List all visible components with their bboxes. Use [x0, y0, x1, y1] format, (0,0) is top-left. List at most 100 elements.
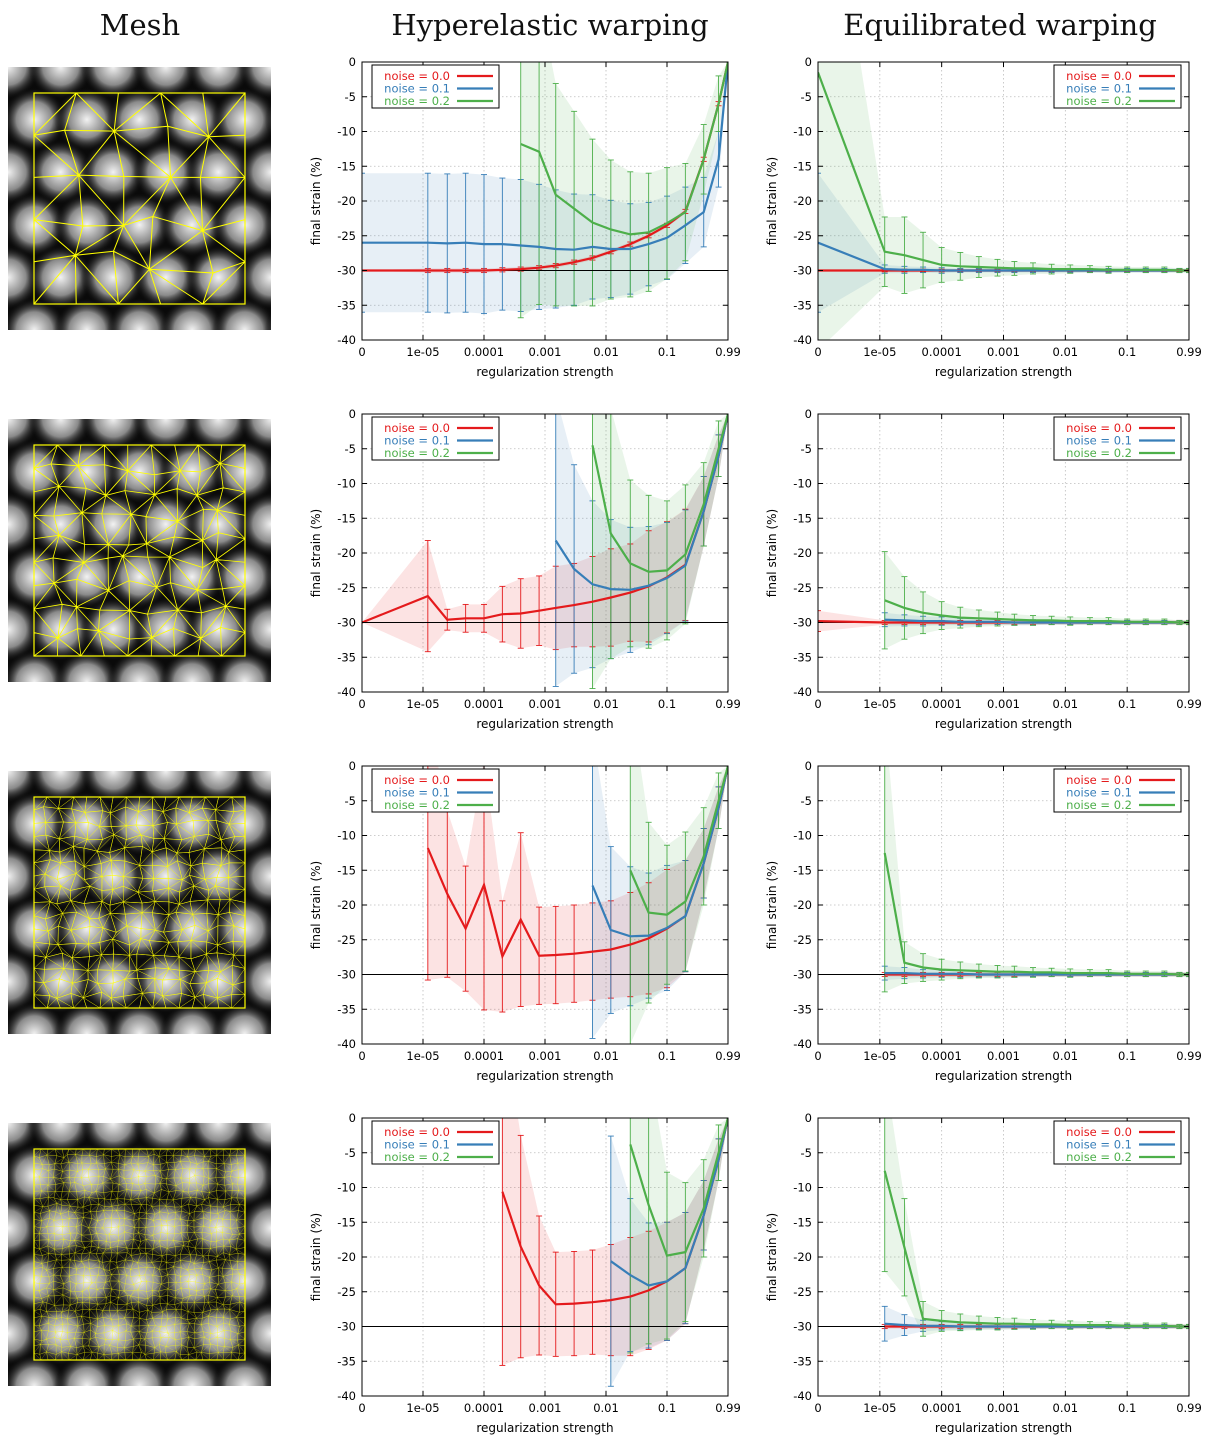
plot-area: [362, 766, 728, 1044]
x-tick-label: 0.001: [529, 1049, 562, 1063]
intensity-blob: [238, 67, 271, 100]
legend-label: noise = 0.0: [384, 69, 450, 83]
y-tick-label: 0: [805, 407, 812, 421]
x-axis-label: regularization strength: [935, 1421, 1072, 1435]
intensity-blob: [185, 948, 252, 1015]
y-tick-label: -30: [793, 616, 812, 630]
mesh-image: [8, 771, 271, 1034]
x-tick-label: 1e-05: [406, 697, 439, 711]
series-line-2: [629, 1118, 728, 1257]
intensity-blob: [238, 491, 271, 557]
series-line-2: [884, 599, 1189, 624]
plot-area: [818, 766, 1189, 993]
y-tick-label: -30: [793, 264, 812, 278]
intensity-blob: [106, 790, 173, 857]
x-axis-label: regularization strength: [935, 717, 1072, 731]
y-tick-label: -25: [337, 933, 356, 947]
y-tick-label: -5: [801, 1146, 812, 1160]
intensity-blob: [27, 244, 94, 311]
intensity-blob: [159, 1142, 225, 1209]
y-tick-label: -10: [793, 477, 812, 491]
intensity-blob: [238, 419, 271, 452]
y-tick-label: -30: [793, 968, 812, 982]
x-tick-label: 0.001: [987, 697, 1020, 711]
x-tick-label: 0.01: [593, 345, 619, 359]
x-tick-label: 0.0001: [922, 697, 962, 711]
y-tick-label: 0: [805, 759, 812, 773]
intensity-blob: [27, 139, 94, 205]
legend-label: noise = 0.2: [384, 446, 450, 460]
intensity-blob: [264, 909, 271, 949]
intensity-blob: [133, 596, 199, 663]
x-tick-label: 0.1: [1118, 697, 1136, 711]
intensity-blob: [238, 1123, 271, 1156]
column-title-equilibrated: Equilibrated warping: [843, 8, 1157, 42]
mesh-wireframe: [33, 796, 246, 1009]
intensity-blob: [238, 139, 271, 205]
x-axis-label: regularization strength: [476, 1421, 613, 1435]
x-tick-label: 0: [358, 697, 365, 711]
intensity-blob: [238, 1195, 271, 1261]
intensity-blob: [264, 1156, 271, 1195]
intensity-blob: [80, 139, 146, 205]
intensity-blob: [80, 843, 146, 909]
y-tick-label: -10: [337, 477, 356, 491]
x-tick-label: 0.1: [1118, 1401, 1136, 1415]
intensity-blob: [238, 948, 271, 1015]
plot-area: [362, 1118, 728, 1387]
x-tick-label: 0.1: [658, 345, 676, 359]
intensity-blob: [159, 544, 225, 610]
intensity-blob: [212, 1248, 271, 1314]
mesh-boundary: [33, 92, 246, 305]
intensity-blob: [8, 790, 67, 857]
y-tick-label: -10: [793, 829, 812, 843]
legend-label: noise = 0.1: [384, 82, 450, 96]
y-tick-label: 0: [805, 1111, 812, 1125]
x-tick-label: 0.0001: [464, 1401, 504, 1415]
y-tick-label: -40: [337, 1389, 356, 1403]
intensity-blob: [264, 1014, 271, 1034]
y-tick-label: -35: [337, 650, 356, 664]
mesh-boundary: [33, 1148, 246, 1361]
intensity-blob: [8, 192, 67, 258]
error-band-1: [362, 62, 728, 314]
mesh-image: [8, 67, 271, 330]
error-band-2: [884, 766, 1189, 992]
hyperelastic-plot: 0-5-10-15-20-25-30-35-400 1e-05 0.0001 0.00…: [309, 1111, 741, 1435]
x-tick-label: 1e-05: [863, 1049, 896, 1063]
intensity-blob: [8, 896, 67, 962]
error-band-2: [884, 1118, 1189, 1337]
x-tick-label: 0.0001: [464, 345, 504, 359]
legend-label: noise = 0.2: [1066, 446, 1132, 460]
y-tick-label: -20: [337, 194, 356, 208]
y-tick-label: -30: [337, 968, 356, 982]
legend-label: noise = 0.1: [384, 1138, 450, 1152]
x-axis-label: regularization strength: [476, 717, 613, 731]
y-tick-label: -40: [337, 333, 356, 347]
x-tick-label: 0.0001: [922, 1049, 962, 1063]
y-tick-label: -35: [793, 650, 812, 664]
intensity-blob: [133, 139, 199, 205]
series-line-2: [629, 766, 728, 916]
y-axis-label: final strain (%): [765, 861, 779, 949]
intensity-blob: [133, 1195, 199, 1261]
y-tick-label: -25: [793, 581, 812, 595]
x-tick-label: 0.99: [715, 697, 741, 711]
y-tick-label: -15: [793, 511, 812, 525]
error-band-0: [362, 414, 728, 652]
legend-label: noise = 0.2: [384, 94, 450, 108]
legend-label: noise = 0.0: [1066, 1125, 1132, 1139]
legend-label: noise = 0.2: [384, 798, 450, 812]
intensity-blob: [185, 139, 252, 205]
intensity-blob: [133, 948, 199, 1015]
mesh-triangles: [33, 796, 246, 1009]
x-tick-label: 0.001: [987, 1049, 1020, 1063]
intensity-blob: [27, 948, 94, 1015]
x-tick-label: 0.99: [1176, 345, 1202, 359]
x-axis-label: regularization strength: [476, 1069, 613, 1083]
x-tick-label: 0.1: [1118, 345, 1136, 359]
x-axis-label: regularization strength: [935, 365, 1072, 379]
x-tick-label: 0.01: [593, 1049, 619, 1063]
error-band-1: [610, 1118, 728, 1387]
